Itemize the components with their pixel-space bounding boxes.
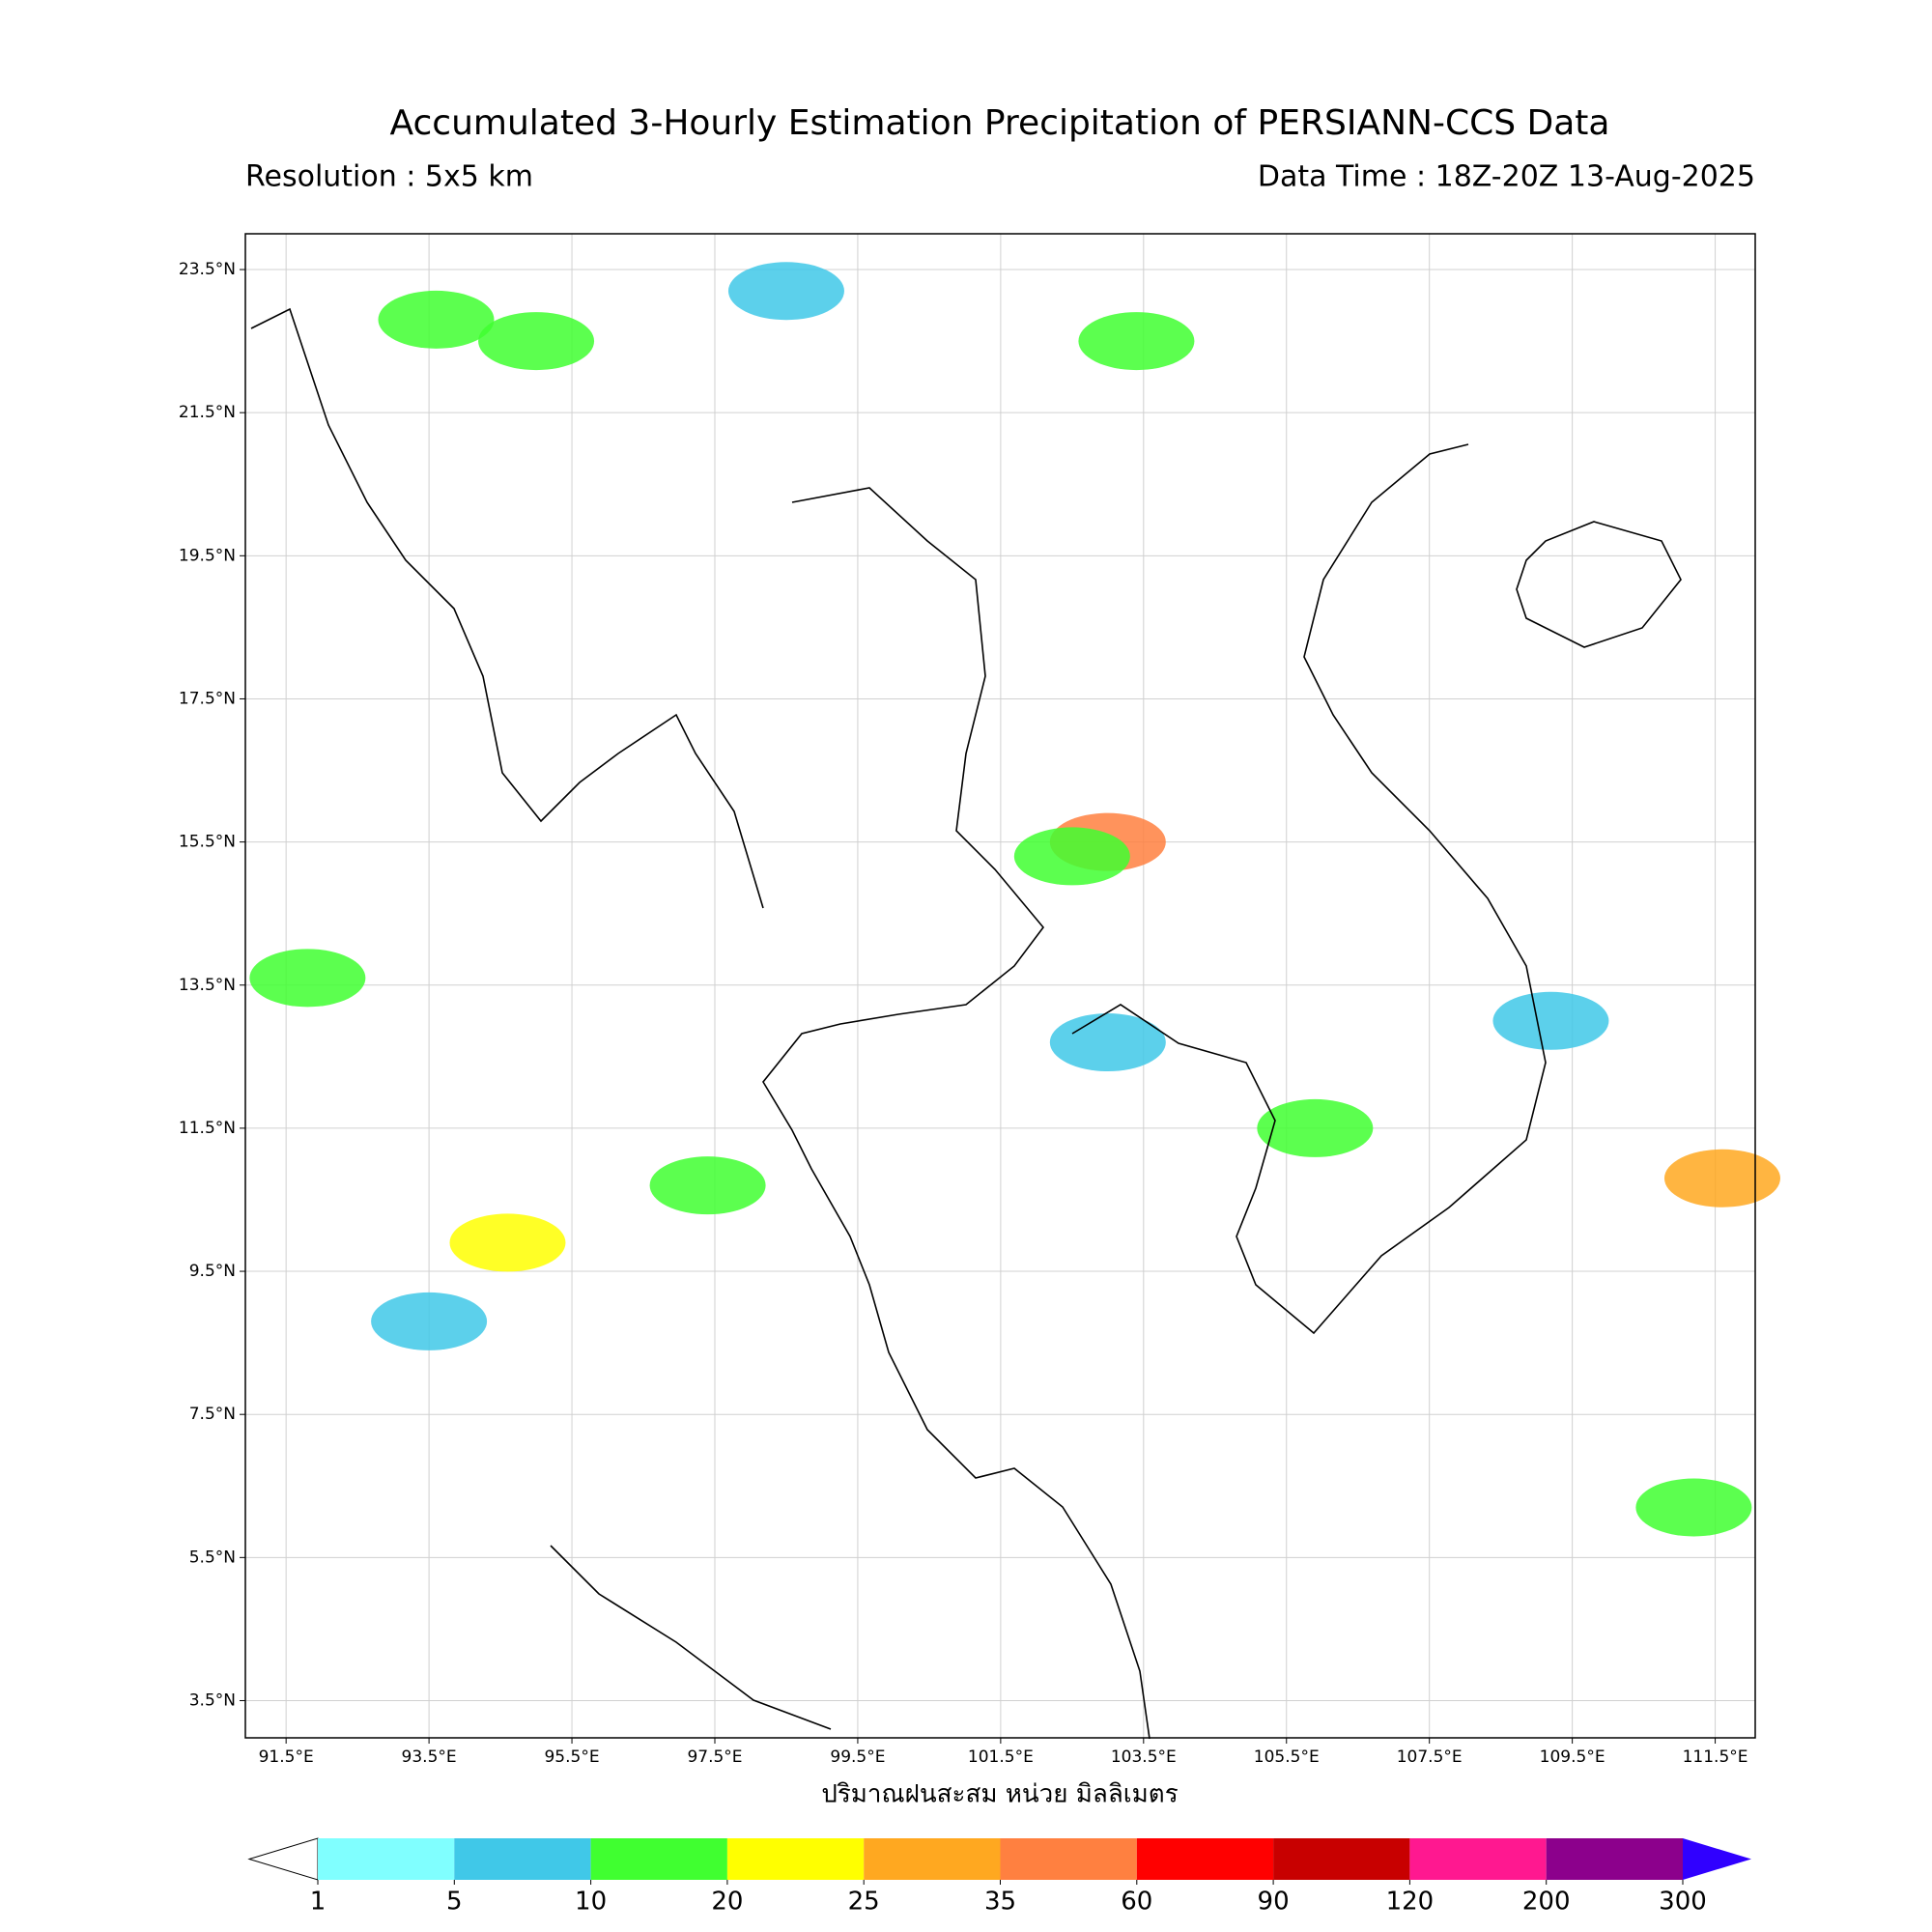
- y-tick-label: 21.5°N: [179, 403, 236, 422]
- rain-area: [249, 949, 366, 1008]
- colorbar-tick-label: 300: [1659, 1888, 1707, 1917]
- x-tick-label: 109.5°E: [1540, 1747, 1605, 1767]
- x-tick-label: 101.5°E: [968, 1747, 1034, 1767]
- x-tick-label: 93.5°E: [402, 1747, 457, 1767]
- rain-layer: [249, 262, 1780, 1537]
- subtitle-left: Resolution : 5x5 km: [245, 160, 533, 194]
- colorbar-tick-label: 10: [575, 1888, 607, 1917]
- y-tick-label: 5.5°N: [189, 1548, 236, 1567]
- colorbar-box: [1546, 1838, 1683, 1880]
- rain-area: [1257, 1098, 1374, 1157]
- x-tick-label: 103.5°E: [1111, 1747, 1177, 1767]
- colorbar-box: [1409, 1838, 1547, 1880]
- y-tick-label: 11.5°N: [179, 1119, 236, 1138]
- coast-sumatra: [550, 1545, 832, 1730]
- colorbar-tick-label: 35: [984, 1888, 1016, 1917]
- colorbar-tick-label: 200: [1522, 1888, 1571, 1917]
- rain-area: [371, 1292, 488, 1350]
- colorbar-tick-label: 90: [1258, 1888, 1290, 1917]
- x-tick-label: 97.5°E: [687, 1747, 742, 1767]
- rain-area: [478, 312, 595, 371]
- x-tick-label: 107.5°E: [1397, 1747, 1463, 1767]
- colorbar-extend-high: [1683, 1838, 1751, 1880]
- x-tick-label: 95.5°E: [544, 1747, 599, 1767]
- rain-area: [1492, 991, 1609, 1050]
- grid: [245, 234, 1755, 1738]
- rain-area: [1663, 1149, 1780, 1208]
- colorbar-extend-low: [247, 1837, 319, 1881]
- y-tick-label: 9.5°N: [189, 1262, 236, 1281]
- x-tick-label: 99.5°E: [830, 1747, 885, 1767]
- colorbar-box: [864, 1838, 1001, 1880]
- y-tick-label: 17.5°N: [179, 689, 236, 708]
- title: Accumulated 3-Hourly Estimation Precipit…: [390, 103, 1610, 143]
- colorbar: 1 5 10 20 25 35 60 90 120 200 300: [247, 1837, 1751, 1917]
- colorbar-tick-label: 25: [848, 1888, 880, 1917]
- coast-west: [762, 487, 1151, 1740]
- coast-hainan: [1516, 521, 1682, 648]
- y-tick-label: 15.5°N: [179, 833, 236, 852]
- rain-area: [727, 262, 844, 321]
- colorbar-tick-label: 20: [711, 1888, 743, 1917]
- y-tick-label: 7.5°N: [189, 1405, 236, 1424]
- y-tick-label: 19.5°N: [179, 546, 236, 565]
- coast-myanmar: [250, 307, 764, 909]
- colorbar-box: [318, 1838, 455, 1880]
- rain-area: [449, 1213, 566, 1272]
- colorbar-tick-label: 5: [446, 1888, 463, 1917]
- colorbar-box: [590, 1838, 727, 1880]
- rain-area: [1049, 1013, 1166, 1072]
- colorbar-box: [726, 1838, 865, 1880]
- colorbar-tick-label: 1: [310, 1888, 327, 1917]
- rain-area: [649, 1156, 766, 1215]
- rain-area: [1635, 1478, 1752, 1537]
- coast-east: [1071, 443, 1547, 1335]
- x-tick-label: 111.5°E: [1683, 1747, 1748, 1767]
- y-tick-label: 3.5°N: [189, 1690, 236, 1710]
- colorbar-label: ปริมาณฝนสะสม หน่วย มิลลิเมตร: [821, 1780, 1178, 1809]
- y-tick-label: 23.5°N: [179, 260, 236, 279]
- colorbar-box: [454, 1838, 591, 1880]
- x-tick-label: 105.5°E: [1254, 1747, 1320, 1767]
- coastlines: [250, 307, 1682, 1740]
- colorbar-box: [1273, 1838, 1410, 1880]
- colorbar-box: [1000, 1838, 1137, 1880]
- y-tick-label: 13.5°N: [179, 976, 236, 995]
- rain-area: [378, 290, 495, 349]
- rain-area: [1013, 827, 1130, 886]
- x-tick-label: 91.5°E: [259, 1747, 314, 1767]
- colorbar-tick-label: 60: [1121, 1888, 1152, 1917]
- rain-area: [1078, 312, 1195, 371]
- colorbar-tick-label: 120: [1386, 1888, 1435, 1917]
- subtitle-right: Data Time : 18Z-20Z 13-Aug-2025: [1258, 160, 1755, 194]
- colorbar-box: [1136, 1838, 1274, 1880]
